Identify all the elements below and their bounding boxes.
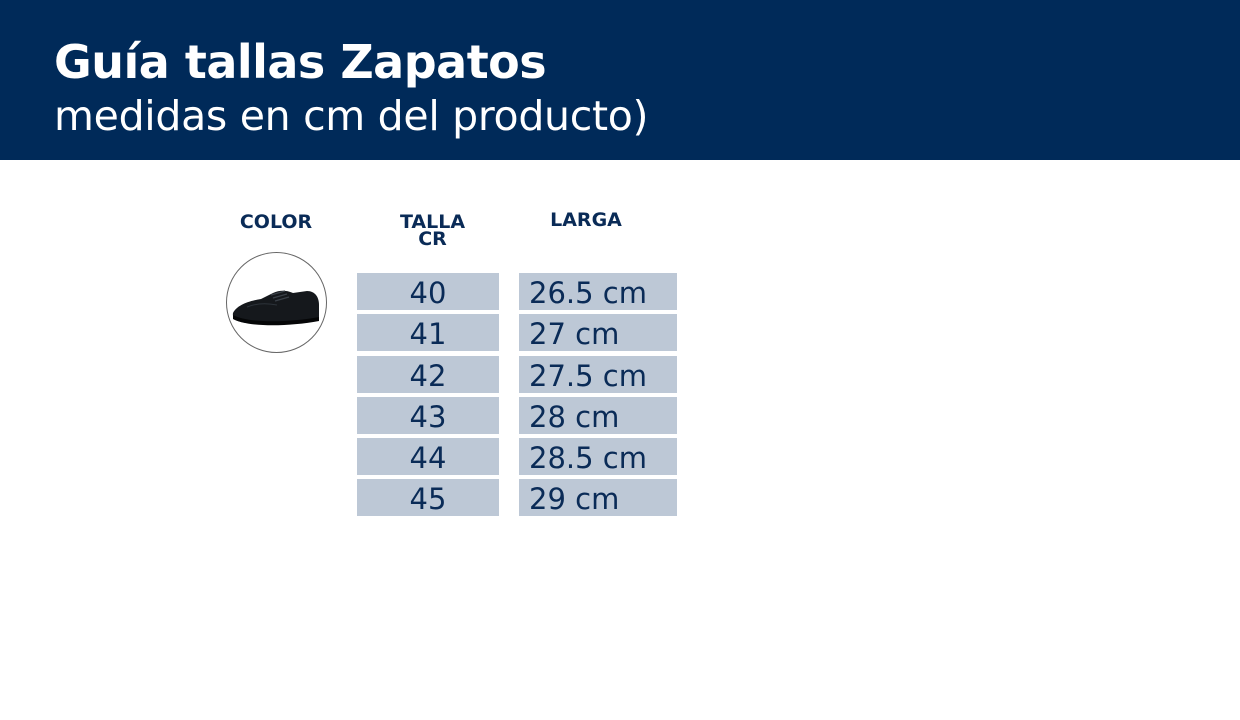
larga-cell: 28.5 cm <box>519 438 677 475</box>
talla-cell: 42 <box>357 356 499 393</box>
talla-cell: 40 <box>357 273 499 310</box>
column-header-talla-line1: TALLA <box>399 211 466 233</box>
product-image-circle <box>226 252 327 353</box>
talla-cell: 44 <box>357 438 499 475</box>
talla-cell: 41 <box>357 314 499 351</box>
larga-cell: 27 cm <box>519 314 677 351</box>
page-title: Guía tallas Zapatos <box>54 35 547 89</box>
larga-cell: 28 cm <box>519 397 677 434</box>
shoe-icon <box>232 290 319 326</box>
talla-cell: 45 <box>357 479 499 516</box>
larga-cell: 29 cm <box>519 479 677 516</box>
header-banner: Guía tallas Zapatos medidas en cm del pr… <box>0 0 1240 160</box>
column-header-talla-line2: CR <box>418 228 447 250</box>
larga-cell: 27.5 cm <box>519 356 677 393</box>
larga-cell: 26.5 cm <box>519 273 677 310</box>
column-header-larga: LARGA <box>550 209 622 231</box>
column-header-talla: TALLA CR <box>380 211 485 250</box>
talla-cell: 43 <box>357 397 499 434</box>
column-header-color: COLOR <box>239 211 313 233</box>
page-subtitle: medidas en cm del producto) <box>54 92 649 140</box>
